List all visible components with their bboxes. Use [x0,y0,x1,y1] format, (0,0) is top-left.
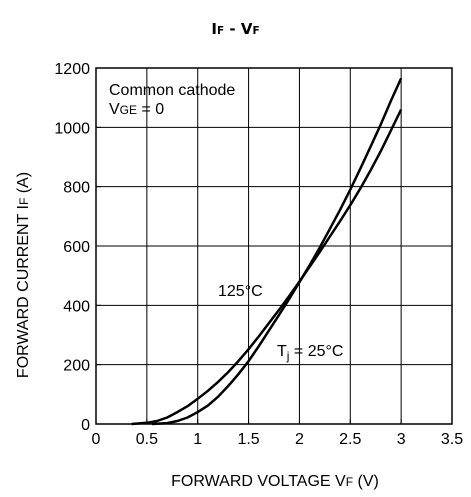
x-tick-label: 1.5 [237,431,259,448]
y-tick-label: 1000 [54,120,90,137]
y-tick-label: 200 [63,358,90,375]
annotation-condition-1: Common cathode [109,82,235,99]
y-tick-label: 0 [81,417,90,434]
plot-frame [95,67,453,425]
y-tick-label: 600 [63,239,90,256]
series-label-25: Tj = 25°C [277,343,343,363]
y-tick-label: 800 [63,180,90,197]
annotation-condition-2: VGE = 0 [109,101,164,118]
x-tick-label: 3.5 [441,431,463,448]
chart-title: IF - VF [211,20,260,38]
plot-border [95,67,453,425]
y-tick-label: 1200 [54,61,90,78]
y-tick-label: 400 [63,298,90,315]
x-tick-label: 0.5 [136,431,158,448]
x-tick-label: 3 [397,431,406,448]
y-axis-label: FORWARD CURRENT IF (A) [15,172,32,378]
series-layer [131,77,403,426]
x-axis-label: FORWARD VOLTAGE VF (V) [171,473,379,490]
series-label-125: 125°C [218,283,263,300]
x-tick-label: 2.5 [339,431,361,448]
tick-labels: 0 0.5 1 1.5 2 2.5 3 3.5 0 200 400 600 800 1000 1200 [54,61,463,448]
x-tick-label: 1 [193,431,202,448]
x-tick-label: 2 [295,431,304,448]
x-tick-label: 0 [92,431,101,448]
series-line-125c [131,108,403,426]
grid [96,68,452,424]
series-line-25c [151,77,403,426]
